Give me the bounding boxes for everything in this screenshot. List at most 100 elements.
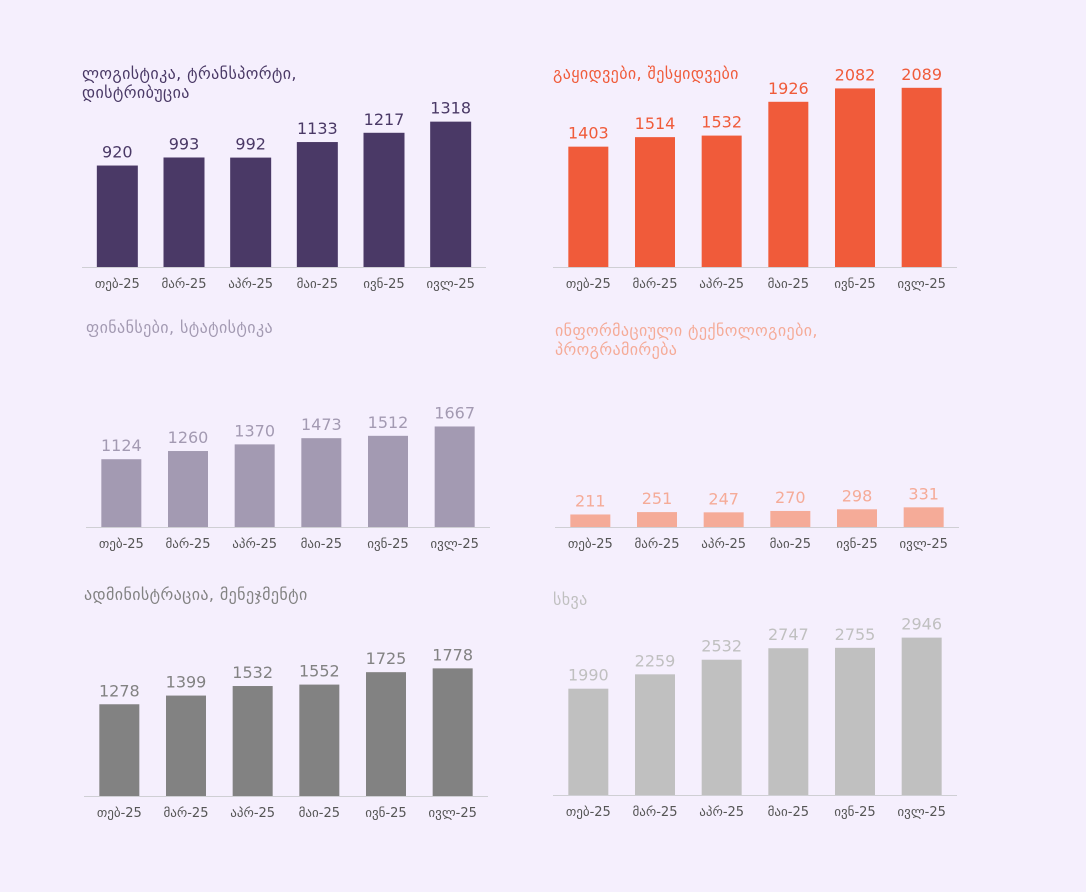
data-label: 2259 xyxy=(635,651,676,670)
data-label: 1725 xyxy=(366,649,407,668)
bar xyxy=(296,142,338,267)
bar xyxy=(96,165,138,267)
data-label: 2946 xyxy=(901,615,942,634)
x-tick-label: აპრ-25 xyxy=(701,537,746,552)
x-tick-label: მარ-25 xyxy=(162,277,207,292)
chart-panel-finance: ფინანსები, სტატისტიკა 1124 თებ-25 1260 მარ-2… xyxy=(86,318,526,558)
data-label: 331 xyxy=(908,484,939,503)
chart-panel-it: ინფორმაციული ტექნოლოგიები, პროგრამირება 2… xyxy=(555,321,995,561)
bar xyxy=(570,514,611,527)
data-label: 920 xyxy=(102,143,133,162)
data-label: 1403 xyxy=(568,124,609,143)
bar-chart: 1124 თებ-25 1260 მარ-25 1370 აპრ-25 1473 მაი-25… xyxy=(86,403,490,552)
data-label: 993 xyxy=(169,134,200,153)
bar xyxy=(430,121,472,267)
data-label: 2089 xyxy=(901,65,942,84)
bar xyxy=(366,672,406,796)
x-tick-label: თებ-25 xyxy=(566,277,611,292)
data-label: 2082 xyxy=(835,65,876,84)
x-tick-label: აპრ-25 xyxy=(699,805,744,820)
x-tick-label: მაი-25 xyxy=(768,805,809,820)
bar xyxy=(701,135,742,267)
bar-chart: 211 თებ-25 251 მარ-25 247 აპრ-25 270 მაი-25 298 ი… xyxy=(555,484,959,552)
x-tick-label: მარ-25 xyxy=(633,805,678,820)
x-tick-label: თებ-25 xyxy=(566,805,611,820)
x-tick-label: აპრ-25 xyxy=(228,277,273,292)
data-label: 2755 xyxy=(835,625,876,644)
bar xyxy=(230,157,272,267)
data-label: 1552 xyxy=(299,662,340,681)
x-tick-label: მარ-25 xyxy=(164,806,209,821)
x-tick-label: ივნ-25 xyxy=(367,537,408,552)
data-label: 1124 xyxy=(101,436,142,455)
x-tick-label: ივნ-25 xyxy=(363,277,404,292)
bar xyxy=(903,507,944,527)
data-label: 1990 xyxy=(568,666,609,685)
x-tick-label: ივნ-25 xyxy=(365,806,406,821)
data-label: 251 xyxy=(642,489,673,508)
bar xyxy=(703,512,744,527)
x-tick-label: ივნ-25 xyxy=(834,277,875,292)
chart-title: გაყიდვები, შესყიდვები xyxy=(553,64,739,83)
chart-panel-administration: ადმინისტრაცია, მენეჯმენტი 1278 თებ-25 1399 მ… xyxy=(84,585,524,825)
bar xyxy=(163,157,205,267)
data-label: 298 xyxy=(842,486,873,505)
data-label: 211 xyxy=(575,491,606,510)
x-tick-label: ივლ-25 xyxy=(430,537,478,552)
data-label: 1514 xyxy=(635,114,676,133)
bar xyxy=(635,137,675,267)
x-tick-label: მარ-25 xyxy=(633,277,678,292)
data-label: 1473 xyxy=(301,415,342,434)
bar xyxy=(901,87,942,267)
bar xyxy=(234,444,275,527)
bar xyxy=(168,451,208,527)
data-label: 2747 xyxy=(768,625,809,644)
x-tick-label: თებ-25 xyxy=(99,537,144,552)
data-label: 1260 xyxy=(168,428,209,447)
bar-chart: 920 თებ-25 993 მარ-25 992 აპრ-25 1133 მაი-25 121… xyxy=(82,99,486,292)
bar xyxy=(99,704,140,796)
bar xyxy=(301,438,342,527)
data-label: 1667 xyxy=(434,403,475,422)
bar-chart: 1403 თებ-25 1514 მარ-25 1532 აპრ-25 1926 მაი-25… xyxy=(553,65,957,292)
x-tick-label: აპრ-25 xyxy=(230,806,275,821)
bar xyxy=(901,637,942,795)
x-tick-label: მაი-25 xyxy=(299,806,340,821)
x-tick-label: ივლ-25 xyxy=(899,537,947,552)
bar xyxy=(637,512,677,527)
x-tick-label: ივლ-25 xyxy=(897,805,945,820)
x-tick-label: მაი-25 xyxy=(301,537,342,552)
chart-panel-sales: გაყიდვები, შესყიდვები 1403 თებ-25 1514 მარ-2… xyxy=(553,64,993,304)
x-tick-label: ივლ-25 xyxy=(426,277,474,292)
bar xyxy=(837,509,877,527)
data-label: 1318 xyxy=(430,99,471,118)
x-tick-label: თებ-25 xyxy=(95,277,140,292)
x-tick-label: მაი-25 xyxy=(768,277,809,292)
bar xyxy=(768,648,809,795)
data-label: 1926 xyxy=(768,79,809,98)
x-tick-label: ივლ-25 xyxy=(428,806,476,821)
data-label: 1399 xyxy=(166,673,207,692)
bar xyxy=(166,695,206,796)
bar xyxy=(770,510,811,527)
chart-title: ლოგისტიკა, ტრანსპორტი, დისტრიბუცია xyxy=(82,64,297,102)
bar xyxy=(835,647,875,795)
chart-panel-logistics: ლოგისტიკა, ტრანსპორტი, დისტრიბუცია 920 თებ… xyxy=(82,64,522,304)
bar xyxy=(432,668,473,796)
bar xyxy=(368,435,408,527)
x-tick-label: მაი-25 xyxy=(770,537,811,552)
bar xyxy=(768,101,809,268)
data-label: 2532 xyxy=(701,637,742,656)
x-tick-label: ივლ-25 xyxy=(897,277,945,292)
data-label: 1217 xyxy=(364,110,405,129)
bar xyxy=(363,132,405,267)
chart-panel-other: სხვა 1990 თებ-25 2259 მარ-25 2532 აპრ-25 2747 მა… xyxy=(553,590,993,830)
chart-title: ინფორმაციული ტექნოლოგიები, პროგრამირება xyxy=(555,321,818,359)
data-label: 1532 xyxy=(232,663,273,682)
chart-title: ფინანსები, სტატისტიკა xyxy=(86,318,274,337)
x-tick-label: მარ-25 xyxy=(635,537,680,552)
bar xyxy=(101,459,142,527)
bar xyxy=(568,146,609,267)
data-label: 1778 xyxy=(432,645,473,664)
